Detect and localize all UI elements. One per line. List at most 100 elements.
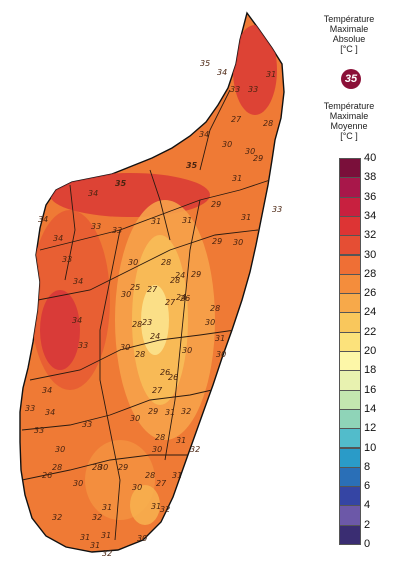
station-temperature-label: 28 [52, 463, 62, 472]
colorbar-tick-label: 6 [364, 480, 371, 493]
colorbar-tick-label: 18 [364, 364, 377, 377]
station-temperature-label: 28 [210, 304, 220, 313]
station-temperature-label: 32 [160, 505, 170, 514]
station-temperature-label: 24 [150, 332, 160, 341]
station-temperature-label: 28 [135, 350, 145, 359]
station-temperature-label: 26 [168, 373, 178, 382]
station-temperature-label: 32 [181, 407, 191, 416]
station-temperature-label: 31 [151, 502, 161, 511]
station-temperature-label: 27 [165, 298, 176, 307]
colorbar-tick-label: 12 [364, 422, 377, 435]
station-temperature-label: 34 [42, 386, 52, 395]
station-temperature-label: 26 [42, 471, 52, 480]
station-temperature-label: 34 [88, 189, 98, 198]
station-temperature-label: 31 [182, 216, 192, 225]
station-temperature-label: 29 [148, 407, 158, 416]
colorbar-swatch [339, 389, 361, 410]
temperature-colorbar [339, 158, 361, 545]
colorbar-tick-label: 16 [364, 383, 377, 396]
station-temperature-label: 32 [102, 549, 112, 558]
station-temperature-label: 35 [200, 59, 210, 68]
station-temperature-label: 34 [73, 277, 83, 286]
station-temperature-label: 30 [182, 346, 192, 355]
zone-27-south [130, 485, 160, 525]
station-temperature-label: 30 [120, 343, 130, 352]
colorbar-swatch [339, 254, 361, 275]
colorbar-tick-label: 38 [364, 171, 377, 184]
zone-24-highlands [141, 285, 169, 355]
station-temperature-label: 30 [98, 463, 108, 472]
station-temperature-label: 30 [132, 483, 142, 492]
colorbar-swatch [339, 428, 361, 449]
colorbar-swatch [339, 235, 361, 256]
station-temperature-label: 34 [72, 316, 82, 325]
station-temperature-label: 28 [145, 471, 155, 480]
station-temperature-label: 27 [156, 479, 167, 488]
colorbar-swatch [339, 215, 361, 237]
station-temperature-label: 34 [38, 215, 48, 224]
station-temperature-label: 29 [212, 237, 222, 246]
zone-34-northwest [50, 173, 210, 217]
station-temperature-label: 33 [272, 205, 282, 214]
station-temperature-label: 32 [92, 513, 102, 522]
station-temperature-label: 28 [263, 119, 273, 128]
station-temperature-label: 25 [130, 283, 140, 292]
station-temperature-label: 34 [45, 408, 55, 417]
colorbar-tick-label: 32 [364, 229, 377, 242]
zone-34-west [40, 290, 80, 370]
colorbar-swatch [339, 505, 361, 526]
station-temperature-label: 29 [211, 200, 221, 209]
station-temperature-label: 33 [25, 404, 35, 413]
colorbar-swatch [339, 273, 361, 295]
absolute-max-badge: 35 [341, 69, 361, 89]
station-temperature-label: 28 [92, 463, 102, 472]
station-temperature-label: 31 [90, 541, 100, 550]
station-temperature-label: 30 [121, 290, 131, 299]
station-temperature-label: 31 [176, 436, 186, 445]
colorbar-swatch [339, 486, 361, 507]
station-temperature-label: 28 [161, 258, 171, 267]
station-temperature-label: 31 [215, 334, 225, 343]
colorbar-tick-label: 4 [364, 499, 371, 512]
colorbar-swatch [339, 196, 361, 217]
station-temperature-label: 28 [170, 276, 180, 285]
colorbar-tick-label: 26 [364, 287, 377, 300]
station-temperature-label: 32 [52, 513, 62, 522]
region-boundaries [21, 89, 271, 541]
station-temperature-label: 32 [190, 445, 200, 454]
colorbar-tick-label: 28 [364, 267, 377, 280]
colorbar-tick-label: 10 [364, 441, 377, 454]
absolute-max-label: 35 [115, 179, 127, 188]
colorbar-swatch [339, 408, 361, 430]
colorbar-tick-label: 34 [364, 209, 377, 222]
colorbar-ticks: 40 38 36 34 32 30 28 26 24 22 20 18 16 14 12 10 8 6 4 2 0 [364, 152, 394, 550]
station-temperature-label: 30 [152, 445, 162, 454]
station-temperature-label: 24 [175, 271, 185, 280]
station-temperature-label: 31 [80, 533, 90, 542]
station-temperature-label: 24 [176, 293, 186, 302]
station-temperature-label: 31 [232, 174, 242, 183]
colorbar-tick-label: 30 [364, 248, 377, 261]
colorbar-swatch [339, 524, 361, 545]
colorbar-tick-label: 0 [364, 538, 371, 550]
colorbar-swatch [339, 293, 361, 314]
station-temperature-label: 31 [102, 503, 112, 512]
station-temperature-label: 29 [118, 463, 128, 472]
station-temperature-label: 31 [165, 408, 175, 417]
colorbar-tick-label: 8 [364, 460, 371, 473]
station-temperature-label: 28 [132, 320, 142, 329]
station-temperature-label: 33 [91, 222, 101, 231]
station-temperature-label: 27 [231, 115, 242, 124]
station-temperature-label: 33 [230, 85, 240, 94]
station-temperature-label: 31 [101, 531, 111, 540]
mean-max-legend-title: Température Maximale Moyenne [°C ] [323, 101, 375, 141]
colorbar-tick-label: 36 [364, 190, 377, 203]
colorbar-swatch [339, 370, 361, 391]
station-temperature-label: 30 [55, 445, 65, 454]
station-temperature-label: 27 [147, 285, 158, 294]
colorbar-tick-label: 24 [364, 306, 377, 319]
station-temperature-label: 30 [222, 140, 232, 149]
absolute-max-legend-title: Température Maximale Absolue [°C ] [323, 14, 375, 54]
colorbar-swatch [339, 447, 361, 468]
